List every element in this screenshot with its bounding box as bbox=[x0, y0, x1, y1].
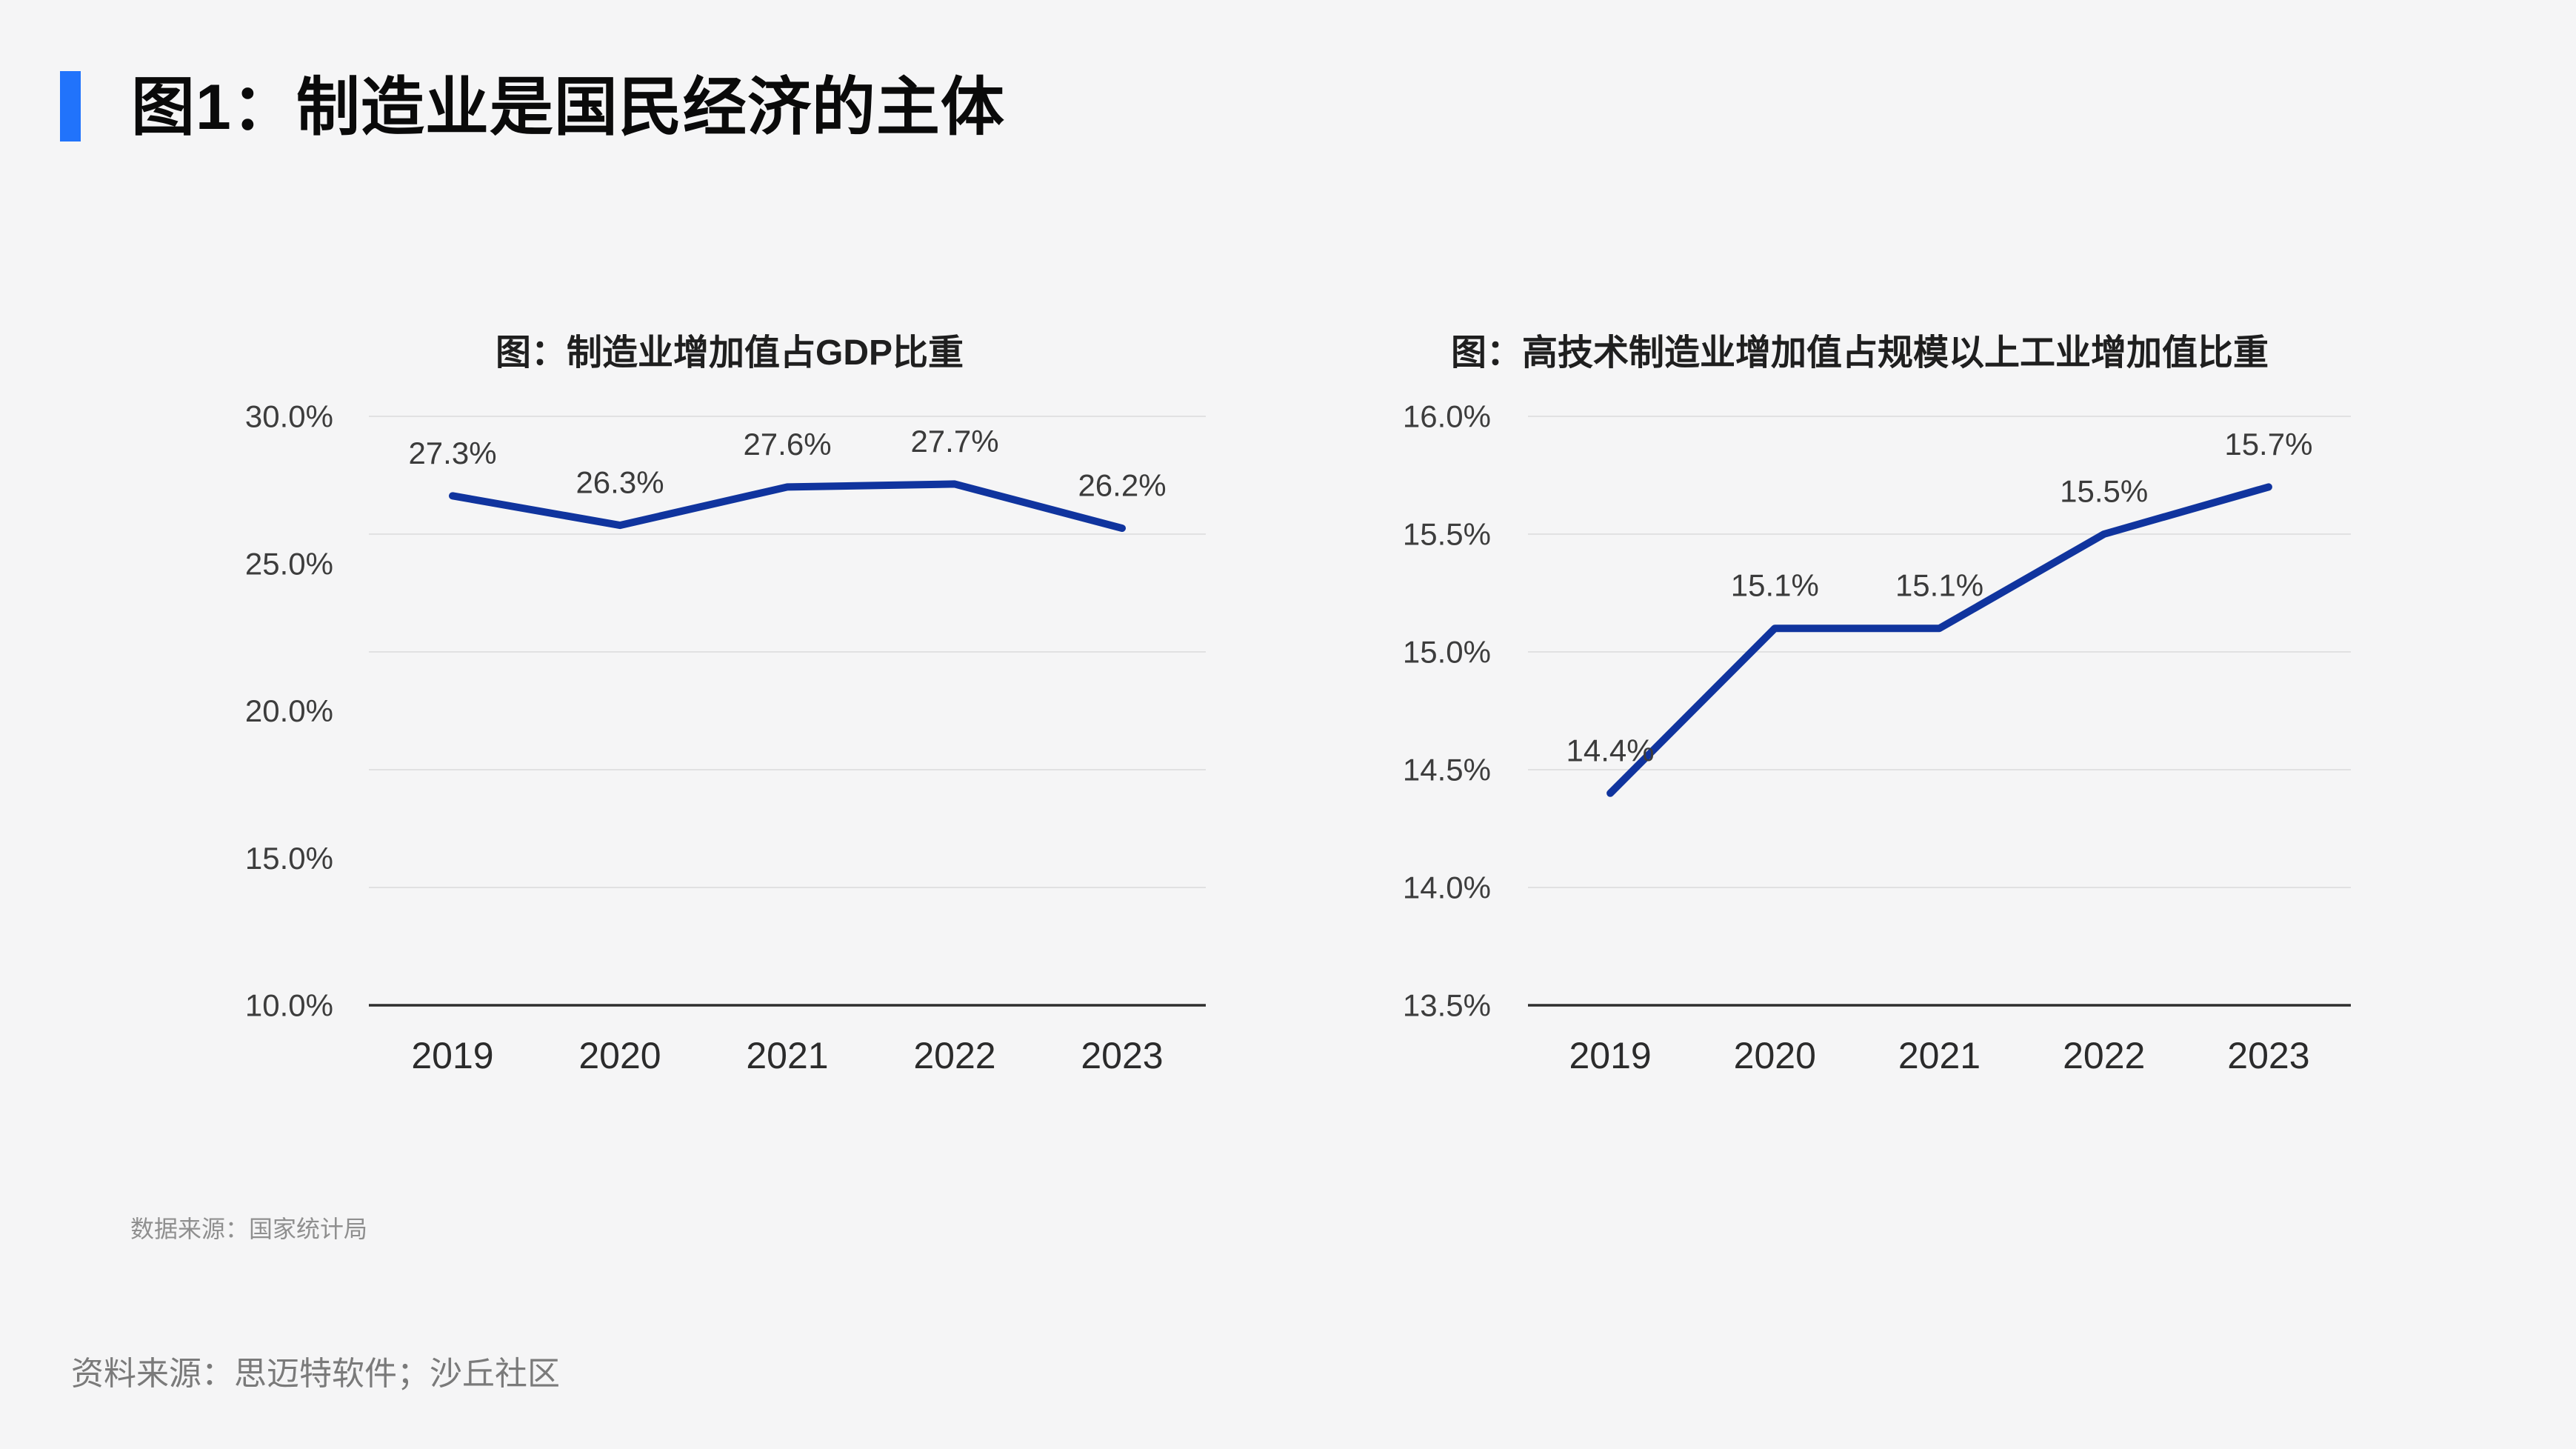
y-axis-tick-label: 10.0% bbox=[245, 988, 333, 1023]
y-axis-tick-label: 15.0% bbox=[245, 841, 333, 876]
data-point-label: 26.2% bbox=[1078, 468, 1166, 503]
y-axis-tick-label: 25.0% bbox=[245, 546, 333, 581]
x-axis-year-label: 2019 bbox=[411, 1035, 493, 1076]
x-axis-year-label: 2019 bbox=[1569, 1035, 1651, 1076]
data-point-label: 14.4% bbox=[1566, 733, 1655, 767]
y-axis-tick-label: 13.5% bbox=[1403, 988, 1491, 1023]
x-axis-year-label: 2021 bbox=[746, 1035, 828, 1076]
y-axis-tick-label: 14.5% bbox=[1403, 753, 1491, 787]
data-point-label: 26.3% bbox=[575, 465, 664, 500]
chart-data-source-note: 数据来源：国家统计局 bbox=[130, 1216, 368, 1242]
x-axis-year-label: 2023 bbox=[1081, 1035, 1163, 1076]
x-axis-year-label: 2021 bbox=[1898, 1035, 1981, 1076]
data-point-label: 27.7% bbox=[910, 424, 998, 459]
data-point-label: 27.6% bbox=[743, 427, 831, 462]
x-axis-year-label: 2022 bbox=[2063, 1035, 2145, 1076]
trend-line bbox=[449, 480, 1126, 533]
data-point-label: 15.5% bbox=[2060, 474, 2148, 509]
right-chart: 16.0% 15.5% 15.0% 14.5% 14.0% 13.5% 2019 2020 20… bbox=[1403, 399, 2351, 1076]
left-chart-title: 图：制造业增加值占GDP比重 bbox=[495, 333, 964, 373]
data-point-label: 15.1% bbox=[1731, 568, 1819, 603]
y-axis-tick-label: 30.0% bbox=[245, 399, 333, 434]
data-point-label: 15.7% bbox=[2224, 427, 2312, 462]
title-accent-bar bbox=[60, 71, 81, 141]
y-axis-tick-label: 14.0% bbox=[1403, 870, 1491, 905]
x-axis-year-label: 2023 bbox=[2227, 1035, 2309, 1076]
x-axis-year-label: 2020 bbox=[578, 1035, 661, 1076]
x-axis-year-label: 2020 bbox=[1734, 1035, 1816, 1076]
data-point-label: 15.1% bbox=[1895, 568, 1983, 603]
y-axis-tick-label: 15.0% bbox=[1403, 635, 1491, 670]
y-axis-tick-label: 16.0% bbox=[1403, 399, 1491, 434]
y-axis-tick-label: 20.0% bbox=[245, 693, 333, 728]
report-source-note: 资料来源：思迈特软件；沙丘社区 bbox=[71, 1356, 560, 1392]
x-axis-year-label: 2022 bbox=[913, 1035, 995, 1076]
left-chart: 30.0% 25.0% 20.0% 15.0% 10.0% 2019 2020 2021 202… bbox=[245, 399, 1206, 1076]
y-axis-tick-label: 15.5% bbox=[1403, 517, 1491, 552]
data-point-label: 27.3% bbox=[408, 436, 496, 470]
trend-line bbox=[1606, 483, 2272, 797]
right-chart-title: 图：高技术制造业增加值占规模以上工业增加值比重 bbox=[1450, 333, 2269, 373]
figure-title: 图1：制造业是国民经济的主体 bbox=[131, 72, 1005, 143]
